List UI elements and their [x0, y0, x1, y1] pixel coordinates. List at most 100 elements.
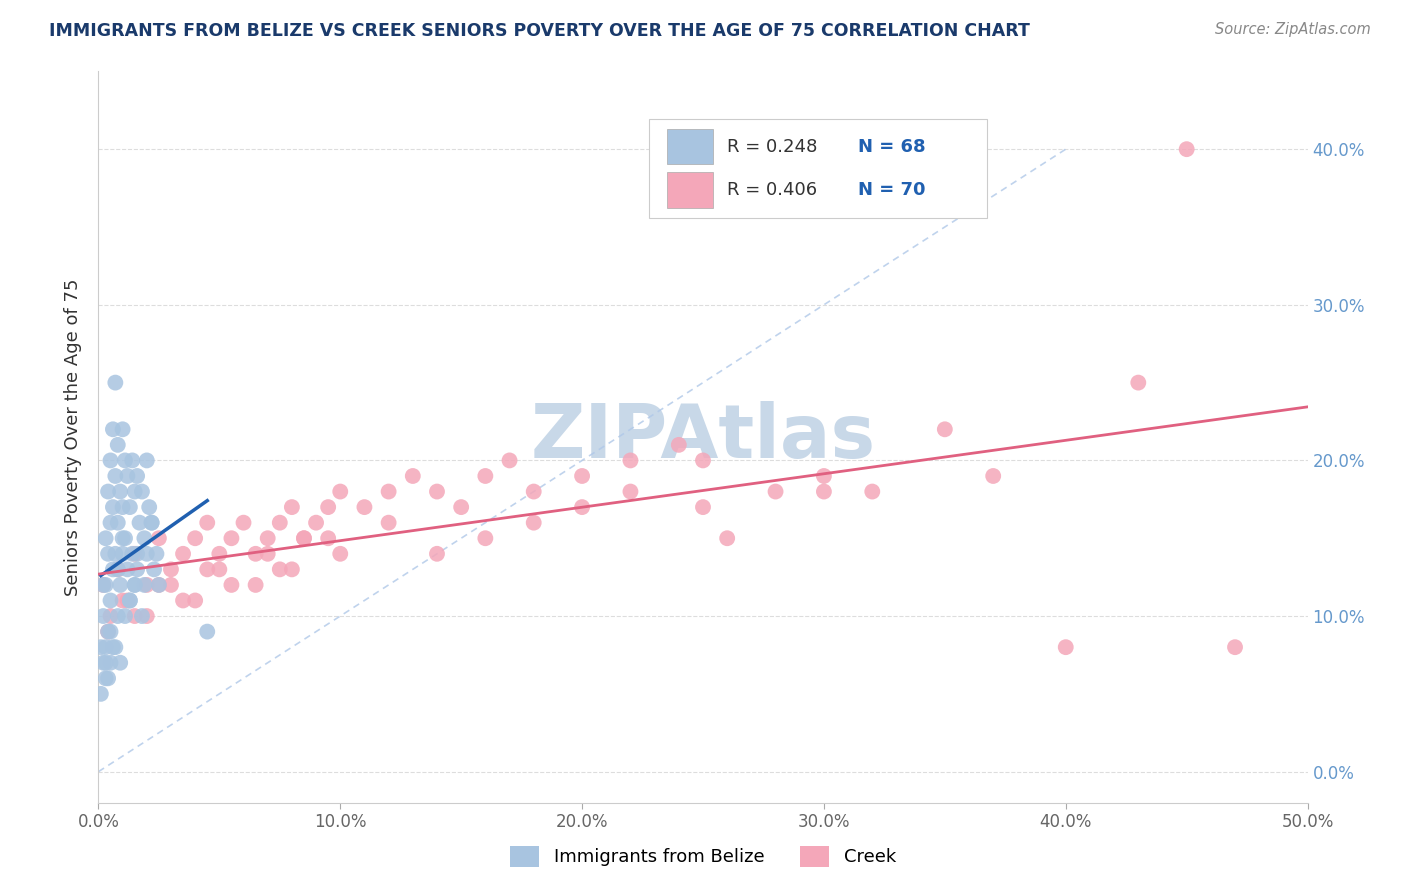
Point: [114, 453, 136, 467]
Point: [172, 593, 194, 607]
Point: [111, 547, 134, 561]
Point: [329, 484, 352, 499]
Text: R = 0.406: R = 0.406: [727, 181, 817, 199]
Point: [813, 484, 835, 499]
Point: [101, 640, 124, 655]
Point: [523, 484, 546, 499]
Point: [172, 547, 194, 561]
Point: [221, 578, 243, 592]
Point: [121, 547, 143, 561]
Point: [474, 469, 496, 483]
Point: [124, 484, 146, 499]
Point: [100, 593, 122, 607]
Point: [692, 453, 714, 467]
Point: [111, 593, 134, 607]
Point: [402, 469, 425, 483]
Point: [135, 453, 157, 467]
Point: [571, 500, 593, 515]
Point: [111, 500, 134, 515]
Point: [104, 469, 127, 483]
Point: [269, 516, 291, 530]
Point: [124, 609, 146, 624]
Point: [97, 547, 120, 561]
FancyBboxPatch shape: [648, 119, 987, 218]
Point: [90, 687, 112, 701]
Point: [1128, 376, 1150, 390]
Point: [860, 484, 883, 499]
Point: [131, 609, 153, 624]
FancyBboxPatch shape: [666, 172, 713, 208]
Point: [97, 671, 120, 685]
Point: [208, 547, 231, 561]
Point: [117, 562, 139, 576]
Point: [934, 422, 956, 436]
Point: [114, 609, 136, 624]
Point: [498, 453, 520, 467]
Point: [111, 531, 134, 545]
Point: [316, 500, 339, 515]
Point: [97, 484, 120, 499]
Point: [1054, 640, 1077, 655]
Point: [208, 562, 231, 576]
Point: [94, 656, 117, 670]
Point: [91, 609, 114, 624]
Point: [232, 516, 254, 530]
Point: [138, 500, 160, 515]
Point: [100, 624, 122, 639]
Point: [94, 531, 117, 545]
Point: [377, 484, 399, 499]
Point: [97, 624, 120, 639]
Point: [104, 547, 127, 561]
Point: [107, 562, 129, 576]
Point: [91, 578, 114, 592]
Point: [292, 531, 315, 545]
Text: N = 70: N = 70: [858, 181, 925, 199]
Point: [118, 500, 141, 515]
Point: [474, 531, 496, 545]
Y-axis label: Seniors Poverty Over the Age of 75: Seniors Poverty Over the Age of 75: [65, 278, 83, 596]
Point: [619, 453, 641, 467]
Point: [100, 453, 122, 467]
Point: [1223, 640, 1246, 655]
Point: [91, 578, 114, 592]
Point: [450, 500, 472, 515]
Point: [127, 547, 149, 561]
Point: [107, 562, 129, 576]
Point: [101, 562, 124, 576]
Point: [117, 469, 139, 483]
Point: [353, 500, 375, 515]
Point: [124, 547, 146, 561]
Point: [90, 640, 112, 655]
Point: [135, 578, 157, 592]
Point: [131, 484, 153, 499]
Point: [91, 656, 114, 670]
Point: [571, 469, 593, 483]
Point: [426, 484, 449, 499]
Point: [124, 578, 146, 592]
Point: [101, 422, 124, 436]
Point: [619, 484, 641, 499]
Point: [107, 516, 129, 530]
Point: [104, 640, 127, 655]
Point: [281, 562, 304, 576]
Point: [256, 547, 278, 561]
Point: [692, 500, 714, 515]
Point: [108, 484, 131, 499]
Point: [148, 531, 170, 545]
FancyBboxPatch shape: [666, 129, 713, 164]
Point: [94, 640, 117, 655]
Point: [160, 578, 183, 592]
Point: [256, 531, 278, 545]
Point: [668, 438, 690, 452]
Point: [141, 516, 163, 530]
Point: [143, 562, 166, 576]
Point: [100, 656, 122, 670]
Point: [124, 578, 146, 592]
Point: [426, 547, 449, 561]
Point: [141, 516, 163, 530]
Point: [127, 562, 149, 576]
Point: [195, 562, 218, 576]
Point: [1175, 142, 1198, 156]
Point: [108, 578, 131, 592]
Point: [118, 593, 141, 607]
